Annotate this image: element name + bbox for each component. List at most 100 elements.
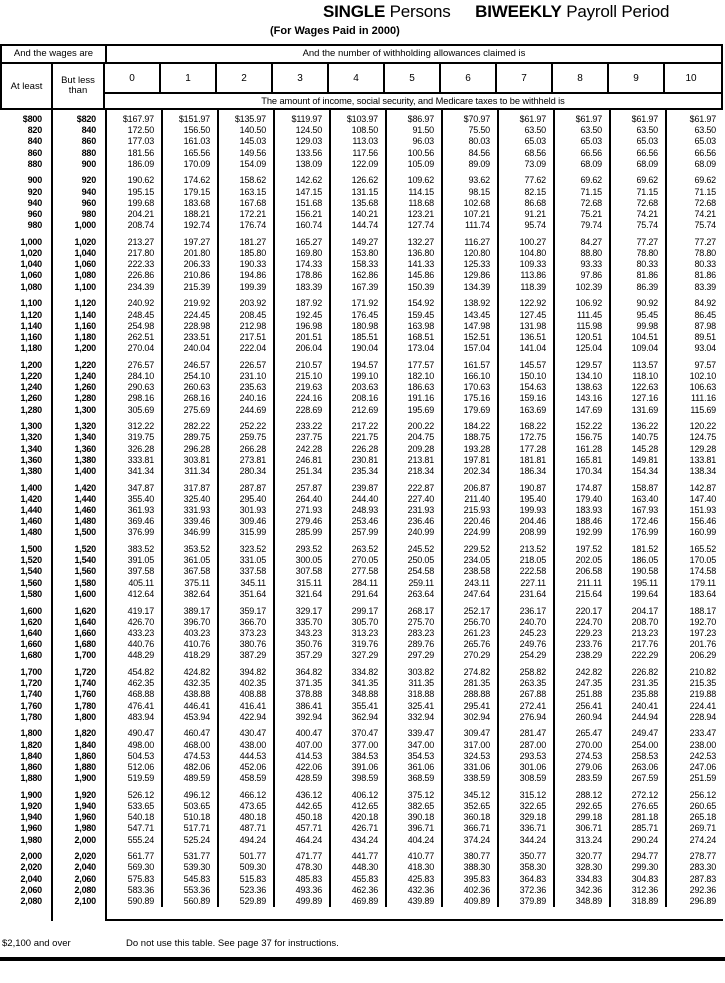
table-cell: 1,320 (74, 421, 96, 432)
table-cell: 341.34 (127, 465, 155, 476)
table-cell: 222.33 (127, 259, 155, 270)
table-cell: 364.83 (519, 873, 547, 884)
table-cell: 183.64 (689, 588, 717, 599)
table-cell: 347.00 (407, 739, 435, 750)
table-cell: 269.71 (689, 823, 717, 834)
table-cell: 154.92 (407, 298, 435, 309)
allowance-values-column-10: $61.97 63.50 65.03 66.56 68.09 69.62 71.15 72.6… (667, 110, 723, 907)
at-least-column: $800 820 840 860 880 900 920 940 960 980 1,000 1,02… (0, 110, 53, 922)
table-cell: 170.63 (463, 382, 491, 393)
table-cell: 1,260 (74, 382, 96, 393)
table-cell: 1,160 (74, 320, 96, 331)
table-cell: 1,740 (74, 678, 96, 689)
table-cell: 235.63 (239, 382, 267, 393)
table-cell: 1,520 (20, 555, 42, 566)
table-cell: 375.12 (407, 789, 435, 800)
table-cell: 248.45 (127, 309, 155, 320)
table-cell: 254.98 (127, 320, 155, 331)
table-cell: 519.59 (127, 773, 155, 784)
table-cell: 1,820 (74, 728, 96, 739)
table-cell: 160.99 (689, 527, 717, 538)
table-cell: 186.34 (519, 465, 547, 476)
table-cell: 328.30 (575, 862, 603, 873)
table-cell: 1,540 (20, 566, 42, 577)
table-cell: 424.82 (183, 666, 211, 677)
table-cell: 109.33 (519, 259, 547, 270)
bottom-rule (0, 957, 725, 961)
table-cell: 220.17 (575, 605, 603, 616)
table-cell: 65.03 (580, 136, 602, 147)
table-cell: 1,460 (74, 505, 96, 515)
table-cell: 418.30 (407, 862, 435, 873)
table-cell: 118.68 (408, 197, 434, 208)
table-cell: 1,380 (74, 454, 96, 465)
table-cell: $61.97 (631, 114, 659, 124)
table-cell: 274.82 (463, 666, 491, 677)
table-cell: 218.05 (519, 555, 547, 566)
table-cell: 343.23 (295, 627, 323, 638)
table-cell: 141.33 (407, 259, 435, 270)
table-cell: 248.93 (351, 505, 379, 515)
table-cell: 204.75 (407, 432, 435, 443)
table-cell: 215.35 (689, 678, 717, 689)
table-cell: 120.22 (689, 421, 717, 432)
table-cell: 284.11 (352, 577, 378, 588)
table-cell: 414.53 (295, 750, 323, 761)
table-cell: 368.59 (407, 773, 435, 784)
table-cell: 104.51 (631, 331, 659, 342)
table-cell: 133.56 (295, 147, 323, 158)
table-cell: 72.68 (580, 197, 602, 208)
table-cell: 256.70 (463, 616, 491, 627)
table-cell: 109.62 (407, 175, 435, 186)
table-cell: 136.51 (519, 331, 547, 342)
table-cell: 373.23 (239, 627, 267, 638)
table-cell: $119.97 (291, 114, 323, 124)
allowance-header-area: 0 1 2 3 4 5 6 7 8 9 10 The amount of inc… (105, 64, 721, 108)
table-cell: 88.80 (580, 248, 602, 259)
table-cell: 84.56 (468, 147, 490, 158)
table-cell: 1,440 (74, 493, 96, 504)
table-cell: 468.00 (183, 739, 211, 750)
table-cell: 487.71 (239, 823, 267, 834)
title-biweekly: BIWEEKLY (475, 2, 562, 21)
table-cell: 1,000 (20, 236, 42, 247)
table-cell: 452.06 (239, 761, 267, 772)
table-cell: 840 (81, 125, 97, 136)
table-cell: 503.65 (183, 801, 211, 811)
table-cell: 352.65 (463, 801, 491, 811)
allowance-col-0: 0 (105, 64, 161, 92)
table-cell: 179.69 (463, 404, 491, 415)
table-cell: 246.57 (183, 359, 211, 370)
table-cell: 78.80 (694, 248, 716, 259)
table-cell: 1,940 (20, 812, 42, 823)
table-cell: 150.39 (407, 281, 435, 292)
table-cell: 228.69 (295, 404, 323, 415)
table-cell: 1,320 (20, 432, 42, 443)
table-cell: 531.77 (183, 851, 211, 862)
table-cell: 226.57 (239, 359, 267, 370)
table-cell: 278.77 (689, 851, 717, 862)
table-cell: 1,220 (20, 370, 42, 381)
table-cell: 152.22 (575, 421, 603, 432)
table-cell: 296.89 (689, 896, 717, 906)
table-cell: 254.58 (407, 566, 435, 577)
table-cell: 1,480 (20, 527, 42, 538)
table-cell: 900 (81, 158, 97, 169)
table-cell: 301.06 (519, 761, 547, 772)
table-cell: 69.62 (580, 175, 602, 186)
table-cell: 1,700 (20, 666, 42, 677)
table-cell: 1,160 (20, 331, 42, 342)
table-cell: 2,020 (20, 862, 42, 873)
table-cell: 1,840 (74, 739, 96, 750)
table-cell: 131.69 (631, 404, 659, 415)
allowance-values-column-2: $135.97 140.50 145.03 149.56 154.09 158.62 163… (219, 110, 275, 908)
table-cell: 960 (27, 209, 43, 219)
table-cell: 1,280 (74, 393, 96, 404)
table-cell: 391.06 (351, 761, 379, 772)
table-cell: 454.82 (127, 666, 155, 677)
table-cell: 820 (27, 125, 43, 136)
table-cell: 539.30 (183, 862, 211, 873)
table-cell: 287.00 (519, 739, 547, 750)
table-cell: 388.30 (463, 862, 491, 873)
table-cell: 227.40 (407, 493, 435, 504)
